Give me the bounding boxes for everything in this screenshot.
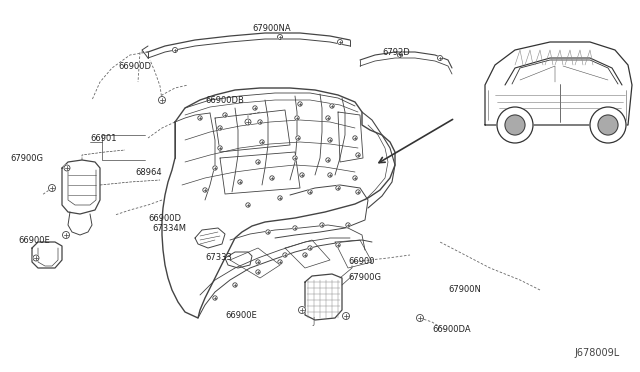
Circle shape bbox=[438, 55, 442, 61]
Text: 66900: 66900 bbox=[348, 257, 374, 266]
Circle shape bbox=[266, 230, 270, 234]
Circle shape bbox=[346, 223, 350, 227]
Circle shape bbox=[245, 119, 251, 125]
Circle shape bbox=[298, 307, 305, 314]
Circle shape bbox=[278, 196, 282, 200]
Circle shape bbox=[397, 52, 403, 58]
Circle shape bbox=[328, 138, 332, 142]
Circle shape bbox=[505, 115, 525, 135]
Text: 66900D: 66900D bbox=[118, 61, 151, 71]
Circle shape bbox=[256, 260, 260, 264]
Circle shape bbox=[295, 116, 300, 120]
Text: 66901: 66901 bbox=[90, 134, 116, 142]
Circle shape bbox=[238, 180, 242, 184]
Text: 67900G: 67900G bbox=[348, 273, 381, 282]
Text: J: J bbox=[312, 317, 314, 327]
Circle shape bbox=[293, 156, 297, 160]
Circle shape bbox=[49, 185, 56, 192]
Text: 67900N: 67900N bbox=[448, 285, 481, 295]
Text: 68964: 68964 bbox=[135, 167, 162, 176]
Circle shape bbox=[278, 35, 282, 39]
Circle shape bbox=[326, 116, 330, 120]
Text: 66900D: 66900D bbox=[148, 214, 181, 222]
Circle shape bbox=[212, 296, 217, 300]
Circle shape bbox=[159, 96, 166, 103]
Text: 67900NA: 67900NA bbox=[252, 23, 291, 32]
Text: 66900E: 66900E bbox=[18, 235, 50, 244]
Circle shape bbox=[336, 186, 340, 190]
Circle shape bbox=[298, 102, 302, 106]
Circle shape bbox=[303, 253, 307, 257]
Text: 66900DB: 66900DB bbox=[205, 96, 244, 105]
Circle shape bbox=[353, 136, 357, 140]
Text: 66900DA: 66900DA bbox=[432, 326, 470, 334]
Circle shape bbox=[328, 173, 332, 177]
Circle shape bbox=[203, 188, 207, 192]
Text: 6792D: 6792D bbox=[382, 48, 410, 57]
Circle shape bbox=[253, 106, 257, 110]
Circle shape bbox=[320, 223, 324, 227]
Circle shape bbox=[342, 312, 349, 320]
Circle shape bbox=[308, 246, 312, 250]
Circle shape bbox=[300, 173, 304, 177]
Circle shape bbox=[258, 120, 262, 124]
Circle shape bbox=[293, 226, 297, 230]
Circle shape bbox=[64, 165, 70, 171]
Circle shape bbox=[270, 176, 274, 180]
Circle shape bbox=[417, 314, 424, 321]
Circle shape bbox=[33, 255, 39, 261]
Circle shape bbox=[598, 115, 618, 135]
Circle shape bbox=[223, 113, 227, 117]
Text: 67334M: 67334M bbox=[152, 224, 186, 232]
Circle shape bbox=[336, 243, 340, 247]
Circle shape bbox=[353, 176, 357, 180]
Circle shape bbox=[278, 260, 282, 264]
Circle shape bbox=[212, 166, 217, 170]
Circle shape bbox=[173, 48, 177, 52]
Circle shape bbox=[256, 160, 260, 164]
Text: 67900G: 67900G bbox=[10, 154, 43, 163]
Circle shape bbox=[218, 146, 222, 150]
Circle shape bbox=[256, 270, 260, 274]
Circle shape bbox=[296, 136, 300, 140]
Circle shape bbox=[233, 283, 237, 287]
Text: 66900E: 66900E bbox=[225, 311, 257, 320]
Text: J678009L: J678009L bbox=[575, 348, 620, 358]
Circle shape bbox=[497, 107, 533, 143]
Circle shape bbox=[260, 140, 264, 144]
Circle shape bbox=[337, 39, 342, 45]
Circle shape bbox=[246, 203, 250, 207]
Circle shape bbox=[283, 253, 287, 257]
Circle shape bbox=[198, 116, 202, 120]
Circle shape bbox=[356, 153, 360, 157]
Circle shape bbox=[63, 231, 70, 238]
Circle shape bbox=[590, 107, 626, 143]
Circle shape bbox=[308, 190, 312, 194]
Circle shape bbox=[356, 190, 360, 194]
Text: 67333: 67333 bbox=[205, 253, 232, 263]
Circle shape bbox=[330, 104, 334, 108]
Circle shape bbox=[326, 158, 330, 162]
Circle shape bbox=[218, 126, 222, 130]
